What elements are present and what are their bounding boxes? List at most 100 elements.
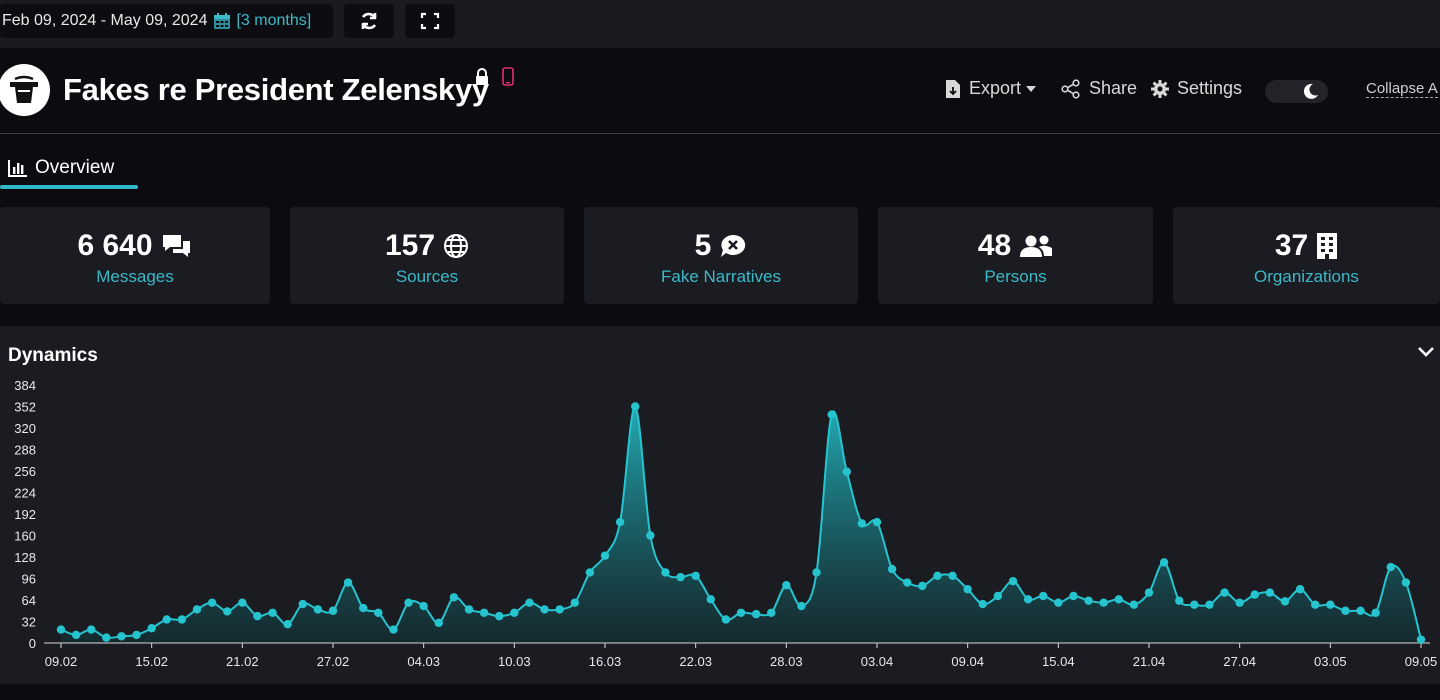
data-point[interactable]	[510, 608, 519, 617]
data-point[interactable]	[1326, 600, 1335, 609]
data-point[interactable]	[1039, 591, 1048, 601]
data-point[interactable]	[71, 630, 81, 640]
tab-overview[interactable]: Overview	[8, 157, 114, 179]
data-point[interactable]	[540, 605, 549, 614]
data-point[interactable]	[570, 598, 579, 607]
data-point[interactable]	[842, 467, 851, 476]
data-point[interactable]	[404, 598, 413, 607]
data-point[interactable]	[782, 581, 791, 590]
data-point[interactable]	[1235, 598, 1244, 607]
data-point[interactable]	[343, 578, 353, 587]
data-point[interactable]	[1023, 595, 1033, 604]
stat-card-messages[interactable]: 6 640 Messages	[0, 207, 270, 304]
data-point[interactable]	[253, 611, 262, 621]
data-point[interactable]	[1265, 588, 1275, 597]
data-point[interactable]	[389, 625, 398, 634]
data-point[interactable]	[132, 630, 141, 640]
dark-mode-toggle[interactable]	[1265, 80, 1328, 103]
data-point[interactable]	[1008, 576, 1018, 586]
data-point[interactable]	[1114, 595, 1123, 604]
data-point[interactable]	[162, 615, 171, 624]
data-point[interactable]	[555, 605, 564, 614]
chevron-down-icon[interactable]	[1417, 346, 1435, 358]
share-button[interactable]: Share	[1061, 78, 1137, 99]
data-point[interactable]	[223, 607, 232, 616]
data-point[interactable]	[963, 585, 972, 594]
fullscreen-button[interactable]	[405, 4, 455, 38]
data-point[interactable]	[721, 615, 731, 624]
stat-card-persons[interactable]: 48 Persons	[878, 207, 1153, 304]
data-point[interactable]	[102, 633, 111, 642]
data-point[interactable]	[192, 605, 202, 614]
data-point[interactable]	[887, 564, 897, 574]
data-point[interactable]	[1356, 606, 1365, 615]
data-point[interactable]	[706, 595, 715, 604]
data-point[interactable]	[268, 608, 277, 617]
data-point[interactable]	[948, 571, 957, 581]
data-point[interactable]	[1416, 635, 1426, 644]
data-point[interactable]	[238, 598, 247, 607]
data-point[interactable]	[1159, 558, 1169, 567]
data-point[interactable]	[177, 615, 187, 624]
data-point[interactable]	[1069, 591, 1078, 601]
data-point[interactable]	[903, 578, 912, 587]
data-point[interactable]	[918, 581, 927, 591]
collapse-all-link[interactable]: Collapse A	[1366, 80, 1438, 98]
data-point[interactable]	[419, 601, 428, 611]
data-point[interactable]	[827, 410, 836, 419]
data-point[interactable]	[313, 605, 323, 614]
data-point[interactable]	[661, 568, 670, 577]
data-point[interactable]	[464, 605, 474, 614]
data-point[interactable]	[359, 603, 368, 613]
data-point[interactable]	[1054, 598, 1063, 607]
data-point[interactable]	[87, 625, 96, 634]
data-point[interactable]	[1311, 600, 1320, 609]
data-point[interactable]	[298, 599, 307, 609]
data-point[interactable]	[374, 608, 383, 617]
data-point[interactable]	[585, 568, 595, 577]
data-point[interactable]	[993, 591, 1003, 601]
data-point[interactable]	[479, 608, 489, 617]
data-point[interactable]	[1084, 596, 1093, 605]
data-point[interactable]	[1129, 600, 1139, 609]
data-point[interactable]	[328, 606, 338, 615]
data-point[interactable]	[525, 598, 534, 607]
data-point[interactable]	[1175, 596, 1184, 605]
refresh-button[interactable]	[344, 4, 394, 38]
data-point[interactable]	[1099, 598, 1108, 607]
data-point[interactable]	[797, 601, 806, 611]
data-point[interactable]	[1280, 597, 1290, 606]
data-point[interactable]	[1341, 606, 1350, 615]
data-point[interactable]	[283, 619, 292, 629]
data-point[interactable]	[615, 517, 625, 527]
data-point[interactable]	[56, 625, 66, 634]
stat-card-fake-narratives[interactable]: 5 Fake Narratives	[584, 207, 858, 304]
data-point[interactable]	[1401, 578, 1411, 587]
data-point[interactable]	[872, 517, 882, 527]
data-point[interactable]	[767, 608, 776, 617]
date-range-picker[interactable]: Feb 09, 2024 - May 09, 2024 [3 months]	[0, 4, 333, 38]
data-point[interactable]	[1250, 590, 1259, 599]
data-point[interactable]	[978, 599, 987, 609]
data-point[interactable]	[495, 611, 504, 621]
data-point[interactable]	[691, 571, 700, 581]
data-point[interactable]	[646, 531, 655, 540]
data-point[interactable]	[1295, 585, 1305, 594]
export-button[interactable]: Export	[945, 78, 1037, 99]
stat-card-organizations[interactable]: 37 Organizations	[1173, 207, 1440, 304]
data-point[interactable]	[207, 598, 217, 607]
data-point[interactable]	[857, 519, 867, 528]
data-point[interactable]	[1220, 588, 1229, 597]
data-point[interactable]	[631, 402, 640, 411]
settings-button[interactable]: Settings	[1151, 78, 1242, 99]
data-point[interactable]	[812, 568, 821, 577]
data-point[interactable]	[434, 618, 443, 628]
data-point[interactable]	[1144, 588, 1154, 597]
data-point[interactable]	[1386, 562, 1395, 572]
data-point[interactable]	[600, 551, 610, 560]
data-point[interactable]	[449, 593, 459, 602]
data-point[interactable]	[736, 608, 746, 617]
data-point[interactable]	[1190, 600, 1199, 609]
stat-card-sources[interactable]: 157 Sources	[290, 207, 564, 304]
data-point[interactable]	[751, 609, 761, 619]
